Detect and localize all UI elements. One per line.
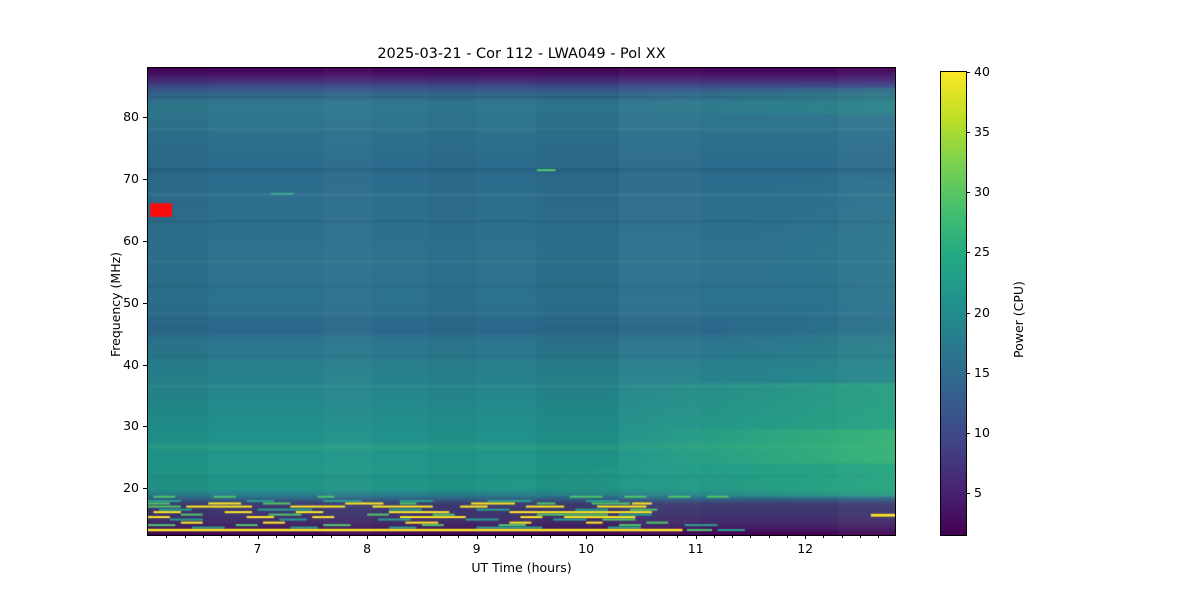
- x-minor-tick: [513, 535, 515, 538]
- y-tick: [143, 240, 147, 242]
- x-tick: [586, 535, 588, 539]
- colorbar-label: Power (CPU): [1011, 281, 1026, 358]
- x-minor-tick: [458, 535, 460, 538]
- colorbar-tick-label: 15: [974, 364, 990, 380]
- x-minor-tick: [421, 535, 423, 538]
- x-tick-label: 8: [363, 541, 372, 556]
- colorbar-tick-label: 40: [974, 64, 990, 79]
- y-tick-label: 40: [123, 356, 139, 372]
- x-minor-tick: [221, 535, 223, 538]
- x-minor-tick: [184, 535, 186, 538]
- x-tick: [257, 535, 259, 539]
- x-minor-tick: [823, 535, 825, 538]
- x-minor-tick: [677, 535, 679, 538]
- x-tick-label: 9: [472, 541, 481, 556]
- colorbar-tick: [966, 492, 970, 494]
- colorbar-tick-label: 5: [974, 484, 982, 500]
- x-minor-tick: [567, 535, 569, 538]
- x-minor-tick: [494, 535, 496, 538]
- colorbar-tick-label: 30: [974, 184, 990, 200]
- colorbar-tick: [966, 72, 970, 73]
- x-minor-tick: [786, 535, 788, 538]
- x-minor-tick: [659, 535, 661, 538]
- spectrogram-plot: [147, 67, 896, 536]
- colorbar-tick: [966, 192, 970, 194]
- x-minor-tick: [859, 535, 861, 538]
- y-tick-label: 60: [123, 232, 139, 248]
- x-minor-tick: [713, 535, 715, 538]
- x-tick: [476, 535, 478, 539]
- colorbar-canvas: [941, 72, 966, 535]
- x-minor-tick: [294, 535, 296, 538]
- x-tick-label: 11: [687, 541, 704, 556]
- y-tick-label: 50: [123, 294, 139, 310]
- y-tick: [143, 179, 147, 181]
- x-minor-tick: [732, 535, 734, 538]
- colorbar-tick: [966, 372, 970, 374]
- colorbar: [940, 71, 967, 536]
- x-minor-tick: [166, 535, 168, 538]
- x-minor-tick: [604, 535, 606, 538]
- x-tick: [805, 535, 807, 539]
- x-minor-tick: [312, 535, 314, 538]
- x-tick: [695, 535, 697, 539]
- x-minor-tick: [531, 535, 533, 538]
- x-minor-tick: [275, 535, 277, 538]
- x-minor-tick: [841, 535, 843, 538]
- colorbar-tick: [966, 132, 970, 134]
- x-minor-tick: [202, 535, 204, 538]
- x-minor-tick: [640, 535, 642, 538]
- x-minor-tick: [440, 535, 442, 538]
- x-minor-tick: [750, 535, 752, 538]
- x-tick: [367, 535, 369, 539]
- heatmap-canvas: [148, 68, 895, 535]
- x-axis-label: UT Time (hours): [471, 560, 572, 575]
- x-minor-tick: [878, 535, 880, 538]
- x-minor-tick: [549, 535, 551, 538]
- x-minor-tick: [622, 535, 624, 538]
- y-tick: [143, 302, 147, 304]
- y-tick-label: 30: [123, 418, 139, 434]
- x-minor-tick: [330, 535, 332, 538]
- x-minor-tick: [768, 535, 770, 538]
- colorbar-tick: [966, 312, 970, 314]
- x-tick-label: 7: [253, 541, 262, 556]
- y-tick: [143, 426, 147, 428]
- colorbar-tick: [966, 432, 970, 434]
- colorbar-tick-label: 20: [974, 304, 990, 320]
- colorbar-tick: [966, 252, 970, 254]
- x-tick-label: 10: [578, 541, 595, 556]
- y-tick: [143, 117, 147, 119]
- colorbar-tick-label: 35: [974, 124, 990, 140]
- y-tick-label: 80: [123, 109, 139, 125]
- x-minor-tick: [239, 535, 241, 538]
- chart-title: 2025-03-21 - Cor 112 - LWA049 - Pol XX: [377, 46, 666, 62]
- colorbar-tick-label: 10: [974, 424, 990, 440]
- x-minor-tick: [403, 535, 405, 538]
- y-tick: [143, 488, 147, 490]
- x-tick-label: 12: [797, 541, 814, 556]
- colorbar-tick-label: 25: [974, 244, 990, 260]
- x-minor-tick: [385, 535, 387, 538]
- y-tick: [143, 364, 147, 366]
- x-minor-tick: [348, 535, 350, 538]
- y-tick-label: 20: [123, 480, 139, 496]
- y-tick-label: 70: [123, 171, 139, 187]
